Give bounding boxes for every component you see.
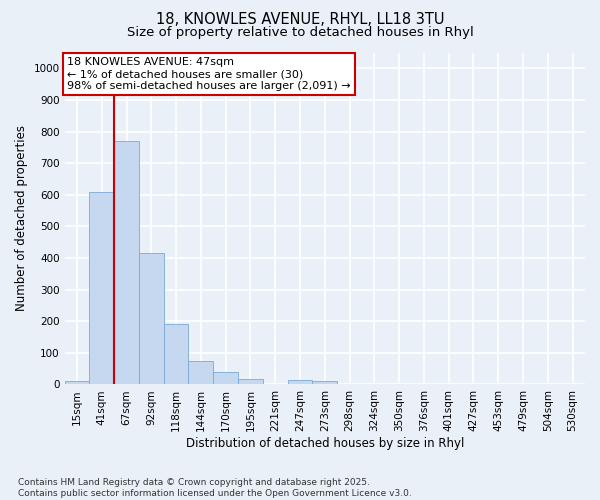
- Bar: [287, 380, 313, 384]
- X-axis label: Distribution of detached houses by size in Rhyl: Distribution of detached houses by size …: [185, 437, 464, 450]
- Y-axis label: Number of detached properties: Number of detached properties: [15, 126, 28, 312]
- Text: Size of property relative to detached houses in Rhyl: Size of property relative to detached ho…: [127, 26, 473, 39]
- Bar: [164, 324, 188, 384]
- Bar: [188, 360, 213, 384]
- Bar: [139, 254, 164, 384]
- Bar: [313, 380, 337, 384]
- Bar: [89, 192, 114, 384]
- Bar: [213, 372, 238, 384]
- Bar: [238, 379, 263, 384]
- Text: 18 KNOWLES AVENUE: 47sqm
← 1% of detached houses are smaller (30)
98% of semi-de: 18 KNOWLES AVENUE: 47sqm ← 1% of detache…: [67, 58, 351, 90]
- Text: Contains HM Land Registry data © Crown copyright and database right 2025.
Contai: Contains HM Land Registry data © Crown c…: [18, 478, 412, 498]
- Bar: [65, 380, 89, 384]
- Bar: [114, 141, 139, 384]
- Text: 18, KNOWLES AVENUE, RHYL, LL18 3TU: 18, KNOWLES AVENUE, RHYL, LL18 3TU: [156, 12, 444, 28]
